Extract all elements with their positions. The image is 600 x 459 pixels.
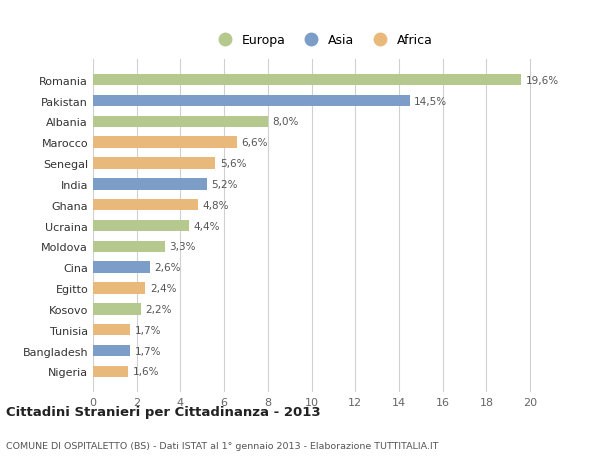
Legend: Europa, Asia, Africa: Europa, Asia, Africa — [207, 29, 438, 52]
Bar — [93, 345, 130, 357]
Bar — [93, 366, 128, 377]
Text: 1,7%: 1,7% — [134, 346, 161, 356]
Bar — [93, 241, 165, 252]
Bar — [93, 325, 130, 336]
Bar — [93, 283, 145, 294]
Bar — [93, 117, 268, 128]
Bar — [93, 220, 189, 232]
Bar — [93, 262, 150, 274]
Text: 4,8%: 4,8% — [202, 200, 229, 210]
Text: 5,2%: 5,2% — [211, 179, 238, 190]
Text: 3,3%: 3,3% — [170, 242, 196, 252]
Bar — [93, 158, 215, 169]
Text: 1,6%: 1,6% — [133, 367, 159, 376]
Bar — [93, 137, 237, 149]
Bar — [93, 303, 141, 315]
Text: COMUNE DI OSPITALETTO (BS) - Dati ISTAT al 1° gennaio 2013 - Elaborazione TUTTIT: COMUNE DI OSPITALETTO (BS) - Dati ISTAT … — [6, 441, 439, 450]
Text: 19,6%: 19,6% — [526, 76, 559, 85]
Text: 2,6%: 2,6% — [154, 263, 181, 273]
Text: 8,0%: 8,0% — [272, 117, 299, 127]
Text: 1,7%: 1,7% — [134, 325, 161, 335]
Text: 14,5%: 14,5% — [415, 96, 448, 106]
Text: 4,4%: 4,4% — [194, 221, 220, 231]
Bar — [93, 95, 410, 107]
Bar — [93, 200, 198, 211]
Bar — [93, 75, 521, 86]
Bar — [93, 179, 206, 190]
Text: 2,2%: 2,2% — [145, 304, 172, 314]
Text: 2,4%: 2,4% — [150, 284, 176, 293]
Text: 6,6%: 6,6% — [242, 138, 268, 148]
Text: Cittadini Stranieri per Cittadinanza - 2013: Cittadini Stranieri per Cittadinanza - 2… — [6, 405, 320, 418]
Text: 5,6%: 5,6% — [220, 159, 246, 168]
